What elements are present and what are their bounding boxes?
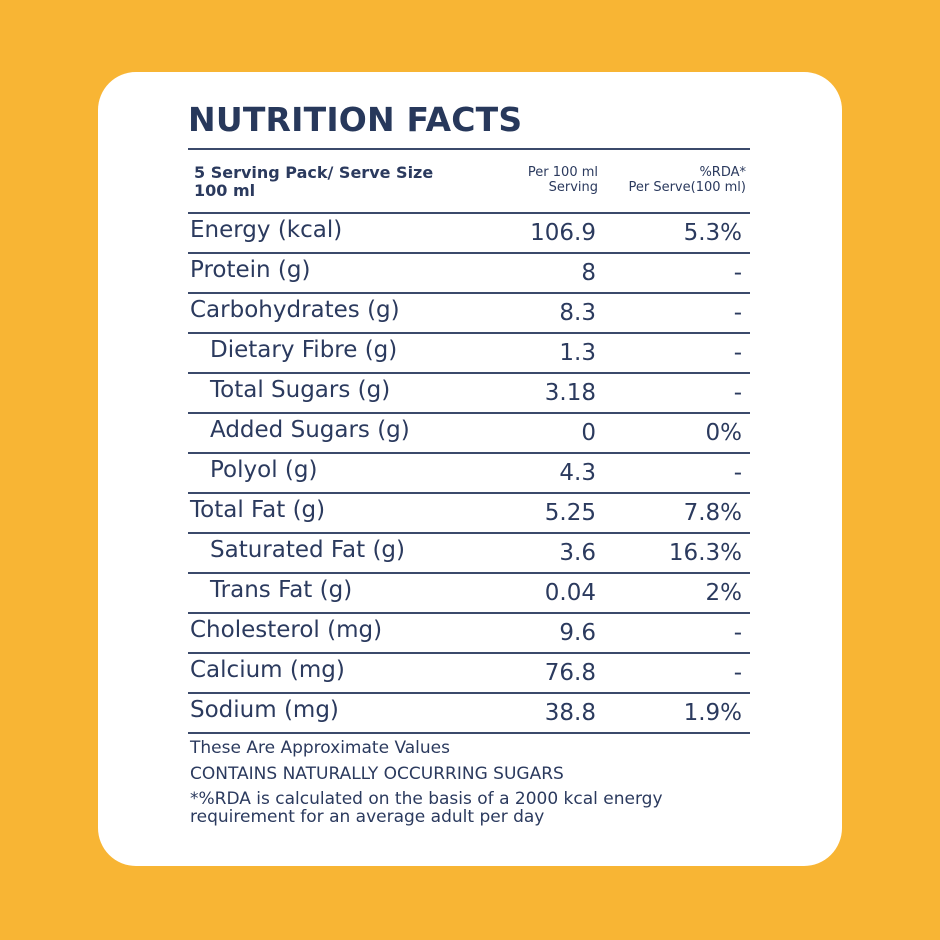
nutrient-name: Saturated Fat (g) — [210, 537, 406, 563]
table-row: Cholesterol (mg) 9.6 - — [188, 614, 750, 654]
nutrient-rda: - — [733, 620, 742, 646]
nutrient-rda: - — [733, 340, 742, 366]
nutrient-rda: 16.3% — [668, 540, 742, 566]
nutrient-rda: - — [733, 260, 742, 286]
footnotes: These Are Approximate Values CONTAINS NA… — [190, 738, 750, 832]
nutrient-rda: 1.9% — [683, 700, 742, 726]
nutrient-name: Energy (kcal) — [190, 217, 343, 243]
nutrient-value: 76.8 — [544, 660, 596, 686]
nutrient-value: 0.04 — [544, 580, 596, 606]
nutrient-value: 8 — [581, 260, 596, 286]
nutrition-card: NUTRITION FACTS 5 Serving Pack/ Serve Si… — [98, 72, 842, 866]
nutrient-value: 5.25 — [544, 500, 596, 526]
nutrient-name: Polyol (g) — [210, 457, 318, 483]
nutrient-name: Total Sugars (g) — [210, 377, 391, 403]
table-header: 5 Serving Pack/ Serve Size 100 ml Per 10… — [188, 150, 750, 212]
nutrient-rda: - — [733, 460, 742, 486]
nutrient-name: Dietary Fibre (g) — [210, 337, 398, 363]
nutrient-value: 3.6 — [559, 540, 596, 566]
rda-header: %RDA* Per Serve(100 ml) — [586, 165, 746, 195]
nutrient-value: 38.8 — [544, 700, 596, 726]
nutrient-name: Trans Fat (g) — [210, 577, 353, 603]
natural-sugars-note: CONTAINS NATURALLY OCCURRING SUGARS — [190, 764, 564, 784]
table-row: Saturated Fat (g) 3.6 16.3% — [188, 534, 750, 574]
table-row: Total Sugars (g) 3.18 - — [188, 374, 750, 414]
rda-footnote: *%RDA is calculated on the basis of a 20… — [190, 789, 663, 827]
rda-header-line2: Per Serve(100 ml) — [628, 180, 746, 195]
per-100ml-header-line2: Serving — [548, 180, 598, 195]
nutrient-rda: 7.8% — [683, 500, 742, 526]
nutrient-name: Carbohydrates (g) — [190, 297, 400, 323]
per-100ml-header: Per 100 ml Serving — [488, 165, 598, 195]
nutrient-name: Added Sugars (g) — [210, 417, 410, 443]
top-divider — [188, 148, 750, 150]
nutrient-name: Protein (g) — [190, 257, 311, 283]
rda-header-line1: %RDA* — [699, 165, 746, 180]
table-row: Added Sugars (g) 0 0% — [188, 414, 750, 454]
table-row: Total Fat (g) 5.25 7.8% — [188, 494, 750, 534]
nutrition-table: 5 Serving Pack/ Serve Size 100 ml Per 10… — [188, 148, 750, 734]
nutrient-rda: 5.3% — [683, 220, 742, 246]
nutrient-value: 0 — [581, 420, 596, 446]
nutrient-value: 8.3 — [559, 300, 596, 326]
nutrient-name: Cholesterol (mg) — [190, 617, 383, 643]
nutrient-value: 106.9 — [530, 220, 596, 246]
nutrient-value: 9.6 — [559, 620, 596, 646]
table-row: Sodium (mg) 38.8 1.9% — [188, 694, 750, 734]
table-row: Protein (g) 8 - — [188, 254, 750, 294]
nutrient-rda: - — [733, 300, 742, 326]
nutrient-rda: - — [733, 380, 742, 406]
nutrient-value: 1.3 — [559, 340, 596, 366]
per-100ml-header-line1: Per 100 ml — [527, 165, 598, 180]
nutrient-rda: 0% — [705, 420, 743, 446]
table-row: Polyol (g) 4.3 - — [188, 454, 750, 494]
nutrient-value: 4.3 — [559, 460, 596, 486]
nutrient-rda: 2% — [705, 580, 743, 606]
nutrient-rda: - — [733, 660, 742, 686]
nutrient-name: Total Fat (g) — [190, 497, 326, 523]
page-title: NUTRITION FACTS — [188, 100, 523, 139]
table-row: Dietary Fibre (g) 1.3 - — [188, 334, 750, 374]
nutrient-value: 3.18 — [544, 380, 596, 406]
nutrient-name: Calcium (mg) — [190, 657, 345, 683]
header-divider — [188, 212, 750, 214]
approximate-values-note: These Are Approximate Values — [190, 738, 450, 758]
nutrient-name: Sodium (mg) — [190, 697, 339, 723]
table-row: Calcium (mg) 76.8 - — [188, 654, 750, 694]
table-row: Energy (kcal) 106.9 5.3% — [188, 214, 750, 254]
table-row: Carbohydrates (g) 8.3 - — [188, 294, 750, 334]
table-row: Trans Fat (g) 0.04 2% — [188, 574, 750, 614]
serving-size-label: 5 Serving Pack/ Serve Size 100 ml — [194, 163, 434, 200]
